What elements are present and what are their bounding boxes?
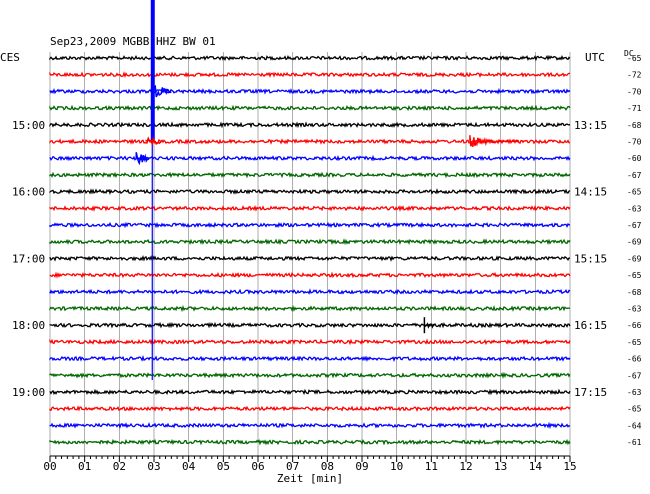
right-hour-label: 16:15 — [574, 319, 607, 332]
grid — [49, 52, 571, 456]
right-hour-label: 17:15 — [574, 386, 607, 399]
trace-line — [49, 271, 571, 279]
dc-offset-label: -69 — [627, 238, 642, 247]
trace-line — [49, 104, 571, 112]
trace-line — [49, 338, 571, 346]
x-tick-label: 03 — [147, 460, 160, 473]
x-tick-label: 09 — [355, 460, 368, 473]
dc-offset-label: -67 — [627, 371, 642, 380]
trace-line — [49, 304, 571, 313]
dc-offset-label: -66 — [627, 355, 642, 364]
dc-offset-label: -61 — [627, 438, 642, 447]
trace-line — [49, 438, 571, 446]
dc-offset-label: -65 — [627, 271, 642, 280]
trace-line — [49, 421, 571, 430]
trace-line — [49, 371, 571, 380]
x-tick-label: 04 — [182, 460, 196, 473]
dc-offset-label: -70 — [627, 87, 642, 96]
x-tick-label: 10 — [390, 460, 403, 473]
left-hour-label: 17:00 — [12, 252, 45, 265]
trace-line — [49, 204, 571, 212]
dc-offset-label: -65 — [627, 54, 642, 63]
x-tick-label: 11 — [425, 460, 438, 473]
trace-line — [49, 154, 571, 162]
x-tick-label: 13 — [494, 460, 507, 473]
event-coda — [151, 85, 172, 98]
trace-line — [49, 54, 571, 62]
trace-line — [49, 288, 571, 296]
dc-offset-label: -60 — [627, 154, 642, 163]
trace-line — [49, 238, 571, 246]
event-coda — [423, 322, 435, 329]
right-hour-label: 15:15 — [574, 252, 607, 265]
x-tick-label: 08 — [321, 460, 334, 473]
dc-label: DC — [624, 49, 634, 58]
left-hour-label: 16:00 — [12, 186, 45, 199]
x-tick-label: 06 — [251, 460, 264, 473]
left-timezone-label: CES — [0, 51, 20, 64]
trace-line — [49, 71, 571, 79]
chart-title: Sep23,2009 MGBB HHZ BW 01 — [50, 35, 216, 48]
x-tick-label: 02 — [113, 460, 126, 473]
trace-line — [49, 255, 571, 262]
x-tick-label: 00 — [43, 460, 56, 473]
dc-offset-label: -66 — [627, 321, 642, 330]
dc-offset-label: -67 — [627, 221, 642, 230]
x-tick-label: 07 — [286, 460, 299, 473]
dc-offset-label: -65 — [627, 188, 642, 197]
dc-offset-label: -68 — [627, 121, 642, 130]
trace-line — [49, 221, 571, 229]
dc-offset-label: -68 — [627, 288, 642, 297]
dc-offset-label: -63 — [627, 388, 642, 397]
dc-offset-label: -64 — [627, 421, 642, 430]
trace-line — [49, 354, 571, 363]
x-tick-label: 15 — [563, 460, 576, 473]
dc-offset-label: -63 — [627, 204, 642, 213]
left-hour-label: 15:00 — [12, 119, 45, 132]
traces — [49, 54, 571, 446]
trace-line — [49, 171, 571, 179]
dc-offset-label: -69 — [627, 254, 642, 263]
dc-offset-label: -71 — [627, 104, 642, 113]
x-axis-label: Zeit [min] — [277, 472, 343, 485]
right-hour-label: 14:15 — [574, 186, 607, 199]
dc-offset-label: -63 — [627, 305, 642, 314]
event-burst — [469, 135, 519, 147]
event-coda — [135, 152, 150, 166]
trace-line — [49, 388, 571, 396]
x-tick-label: 05 — [217, 460, 230, 473]
axes: -65 -72 -70 -71 -68 -70 -60 -67 -65 -63 -67 -69 -69 -… — [12, 54, 642, 473]
x-tick-label: 12 — [459, 460, 472, 473]
event-coda — [145, 136, 162, 145]
events — [135, 0, 519, 380]
trace-line — [49, 321, 571, 329]
right-hour-label: 13:15 — [574, 119, 607, 132]
dc-offset-label: -70 — [627, 138, 642, 147]
left-hour-label: 18:00 — [12, 319, 45, 332]
event-spike — [150, 0, 155, 140]
dc-offset-label: -72 — [627, 71, 642, 80]
dc-offset-label: -65 — [627, 405, 642, 414]
trace-line — [49, 188, 571, 196]
left-hour-label: 19:00 — [12, 386, 45, 399]
x-tick-label: 14 — [529, 460, 543, 473]
right-timezone-label: UTC — [585, 51, 605, 64]
x-tick-label: 01 — [78, 460, 91, 473]
trace-line — [49, 405, 571, 413]
dc-offset-label: -65 — [627, 338, 642, 347]
trace-line — [49, 87, 571, 95]
dc-offset-label: -67 — [627, 171, 642, 180]
trace-line — [49, 121, 571, 129]
